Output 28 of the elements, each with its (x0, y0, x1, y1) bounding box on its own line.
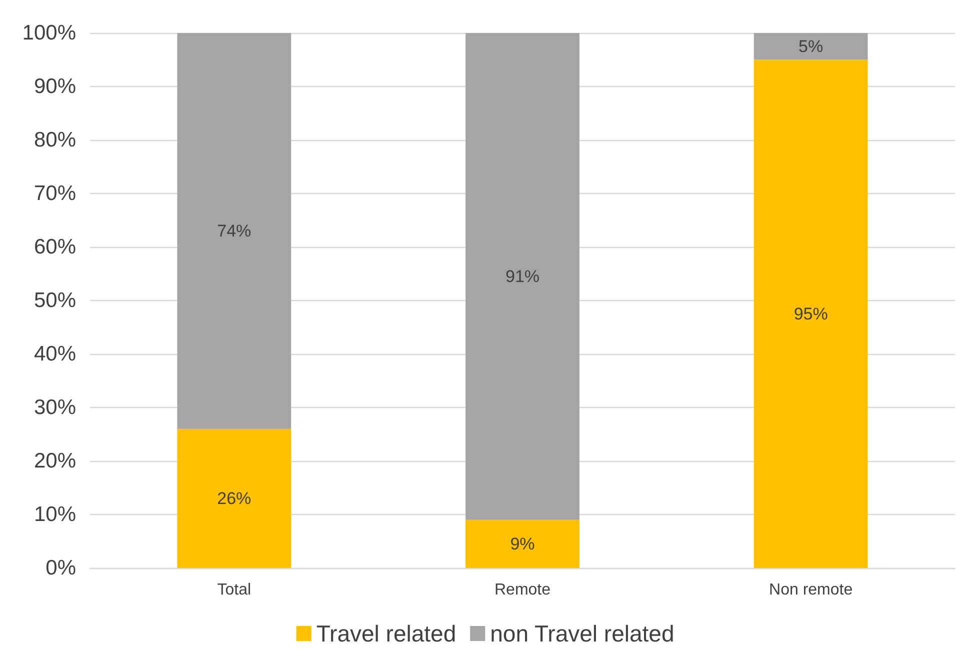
y-tick-label: 100% (22, 22, 76, 44)
y-tick-label: 60% (34, 236, 76, 258)
y-tick-label: 30% (34, 396, 76, 419)
y-tick-label: 90% (34, 75, 76, 98)
bar (754, 60, 868, 568)
y-tick-label: 50% (34, 289, 76, 312)
data-label: 9% (510, 534, 535, 554)
bar (466, 520, 580, 568)
y-tick-label: 10% (34, 503, 76, 526)
bar (754, 33, 868, 60)
data-label: 91% (505, 266, 540, 286)
bar (177, 33, 292, 429)
y-tick-label: 70% (34, 182, 76, 205)
data-label: 5% (798, 36, 824, 56)
data-label: 74% (217, 221, 252, 240)
y-tick-label: 40% (34, 342, 76, 366)
data-label: 95% (794, 304, 828, 324)
bar (466, 33, 580, 520)
x-tick-label: Total (217, 582, 252, 598)
y-tick-label: 20% (34, 450, 76, 472)
y-tick-label: 80% (34, 128, 76, 152)
legend-label: non Travel related (490, 620, 674, 646)
bar (177, 428, 292, 568)
y-tick-label: 0% (46, 556, 76, 580)
x-tick-label: Non remote (769, 582, 853, 598)
legend-label: Travel related (316, 620, 456, 646)
data-label: 26% (217, 488, 252, 508)
x-tick-label: Remote (494, 582, 551, 598)
